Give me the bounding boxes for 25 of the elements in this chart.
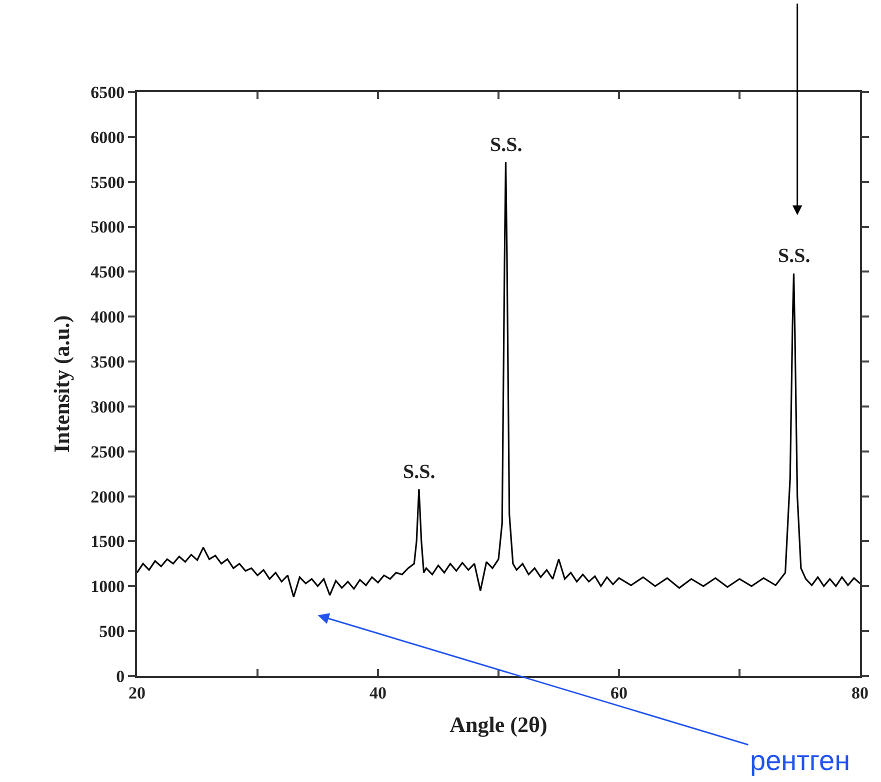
y-tick-label: 5500 xyxy=(90,172,125,192)
text: рентген xyxy=(750,745,850,776)
y-tick-label: 2000 xyxy=(90,487,125,506)
y-tick-label: 5000 xyxy=(90,218,125,237)
y-tick-label: 500 xyxy=(99,622,125,642)
y-tick-label: 6000 xyxy=(90,128,125,147)
x-axis-title: Angle (2θ) xyxy=(450,712,548,737)
annotation: S.S. xyxy=(403,461,436,483)
y-tick-label: 4500 xyxy=(90,262,125,282)
annotation: S.S. xyxy=(778,245,810,267)
x-tick-label: 80 xyxy=(852,683,868,702)
y-tick-label: 3500 xyxy=(90,352,125,372)
x-tick-label: 40 xyxy=(370,683,386,702)
y-tick-label: 0 xyxy=(116,666,125,686)
y-axis-title: Intensity (a.u.) xyxy=(48,315,74,453)
y-tick-label: 1000 xyxy=(90,577,125,596)
y-tick-label: 3000 xyxy=(90,397,125,416)
y-tick-label: 4000 xyxy=(90,308,125,327)
x-tick-label: 20 xyxy=(128,683,146,702)
x-tick-label: 60 xyxy=(610,683,628,702)
y-tick-label: 1500 xyxy=(90,532,125,552)
y-tick-label: 6500 xyxy=(90,82,125,102)
y-tick-label: 2500 xyxy=(90,442,125,462)
annotation: S.S. xyxy=(490,134,522,156)
line-series xyxy=(137,161,860,598)
